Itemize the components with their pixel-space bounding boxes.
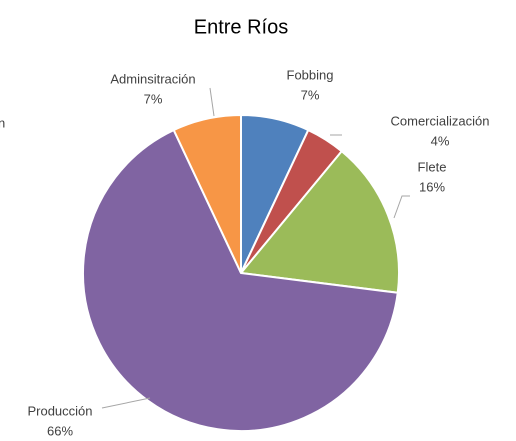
slice-label: Adminsitración: [110, 71, 195, 86]
slice-value-label: 7%: [301, 87, 320, 102]
pie-slice: [239, 149, 400, 294]
slice-label: Comercialización: [391, 113, 490, 128]
leader-line: [101, 397, 151, 409]
chart-title: Entre Ríos: [194, 16, 288, 38]
slice-value-label: 66%: [47, 423, 73, 438]
slice-label: Producción: [27, 403, 92, 418]
pie-slice: [172, 113, 242, 274]
clipped-label: n: [0, 115, 5, 130]
slice-label: Flete: [418, 159, 447, 174]
leader-line: [209, 87, 215, 117]
slice-label: Fobbing: [287, 67, 334, 82]
slice-value-label: 16%: [419, 179, 445, 194]
leader-line: [393, 195, 410, 219]
slice-value-label: 4%: [431, 133, 450, 148]
slice-value-label: 7%: [144, 91, 163, 106]
pie-slice: [82, 128, 399, 432]
